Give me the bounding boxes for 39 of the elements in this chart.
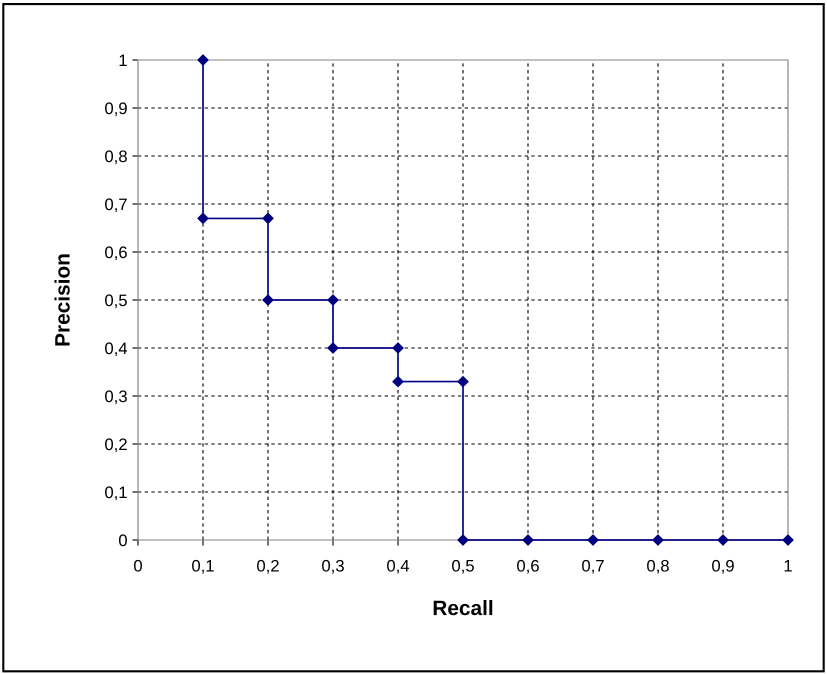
y-tick-label: 0,7 xyxy=(105,198,127,212)
point xyxy=(587,534,599,546)
point xyxy=(782,534,794,546)
y-tick-label: 0,6 xyxy=(105,246,127,260)
x-tick-label: 0,3 xyxy=(322,560,344,574)
point xyxy=(262,212,274,224)
x-tick-label: 0,6 xyxy=(517,560,539,574)
point xyxy=(652,534,664,546)
y-tick-label: 1 xyxy=(120,54,127,66)
y-tick-label: 0 xyxy=(118,534,127,546)
y-tick-label: 0,8 xyxy=(105,150,127,164)
point xyxy=(522,534,534,546)
x-axis-title: Recall xyxy=(434,600,492,616)
y-tick-label: 0,2 xyxy=(105,438,127,452)
point xyxy=(197,54,209,66)
x-tick-label: 0,7 xyxy=(582,560,604,574)
x-tick-label: 0,9 xyxy=(712,560,734,574)
point xyxy=(717,534,729,546)
x-tick-label: 1 xyxy=(784,560,792,572)
point xyxy=(457,376,469,388)
x-tick-label: 0,1 xyxy=(192,560,214,574)
y-tick-label: 0,9 xyxy=(105,102,127,116)
point xyxy=(327,342,339,354)
y-axis-title: Precision xyxy=(54,254,70,346)
x-tick-label: 0,8 xyxy=(647,560,669,574)
x-tick-label: 0,5 xyxy=(452,560,474,574)
y-tick-label: 0,4 xyxy=(105,342,128,356)
y-tick-label: 0,3 xyxy=(105,390,127,404)
point xyxy=(392,342,404,354)
x-tick-label: 0,2 xyxy=(257,560,279,574)
point xyxy=(197,212,209,224)
point xyxy=(392,376,404,388)
x-tick-label: 0,4 xyxy=(387,560,410,574)
point xyxy=(262,294,274,306)
x-tick-label: 0 xyxy=(134,560,142,572)
y-tick-label: 0,5 xyxy=(105,294,127,308)
y-tick-label: 0,1 xyxy=(105,486,127,500)
point xyxy=(327,294,339,306)
point xyxy=(457,534,469,546)
